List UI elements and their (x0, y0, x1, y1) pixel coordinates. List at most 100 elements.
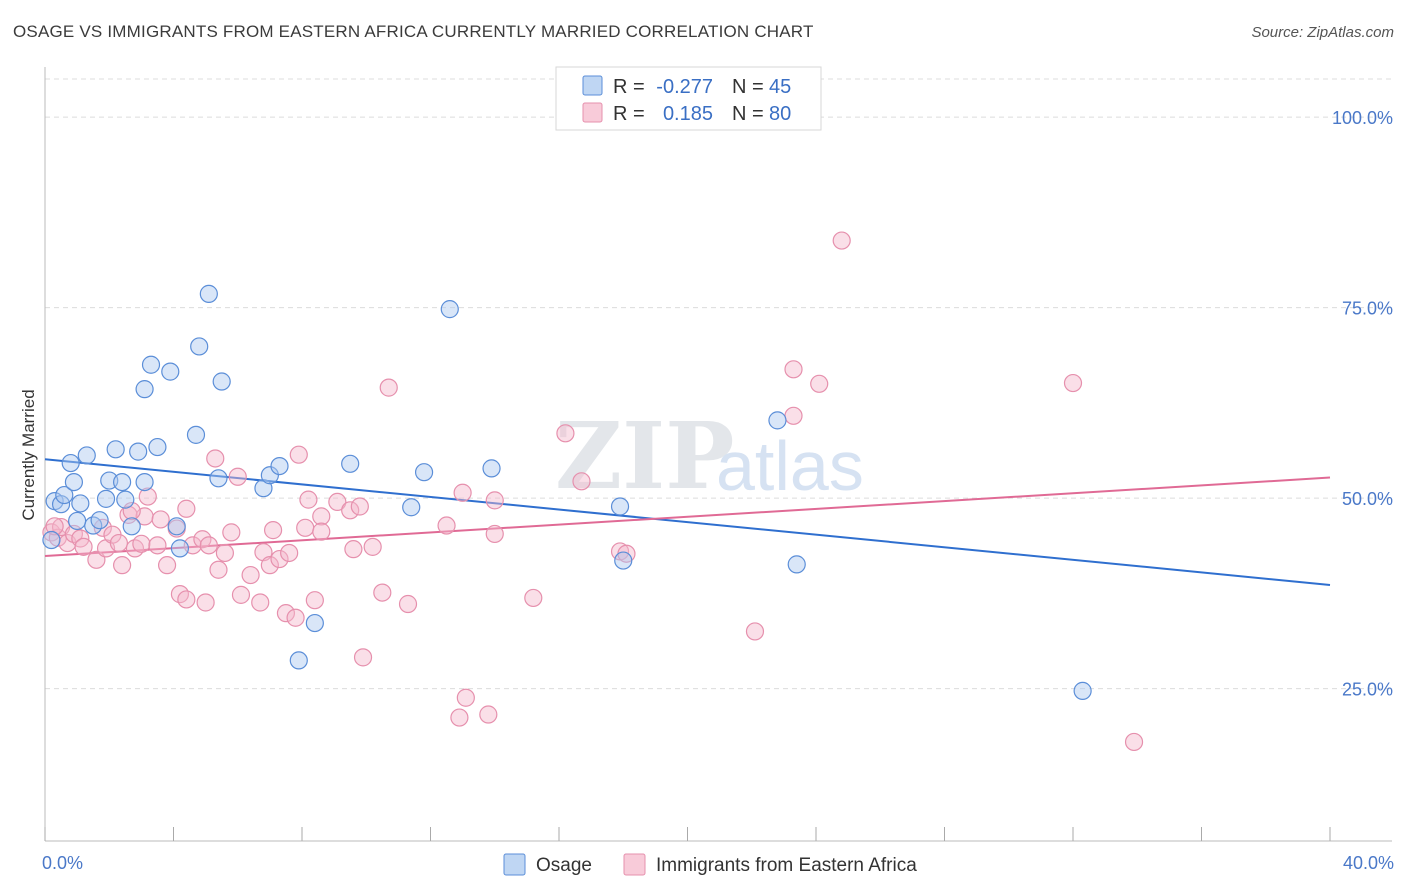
osage-point (161, 362, 180, 381)
osage-point (186, 425, 206, 444)
immigrants-point (572, 472, 591, 491)
osage-point (42, 530, 61, 550)
osage-point (260, 466, 279, 485)
immigrants-point (784, 406, 803, 425)
y-tick-label: 75.0% (1342, 299, 1393, 319)
legend-osage-n-value: 45 (769, 76, 791, 98)
immigrants-point (177, 499, 196, 518)
osage-point (414, 463, 434, 482)
osage-point (209, 469, 228, 488)
immigrants-point (74, 537, 93, 556)
legend-immigrants-label: Immigrants from Eastern Africa (656, 855, 917, 876)
x-tick-label: 40.0% (1343, 853, 1394, 873)
immigrants-point (1063, 373, 1083, 393)
immigrants-point (132, 534, 151, 553)
osage-point (402, 498, 421, 517)
immigrants-point (122, 501, 141, 521)
immigrants-point (353, 648, 373, 667)
osage-point (61, 453, 80, 473)
legend-osage-label: Osage (536, 855, 592, 876)
immigrants-point (450, 708, 469, 727)
osage-point (614, 551, 633, 570)
immigrants-point (305, 591, 324, 610)
immigrants-point (341, 501, 360, 520)
osage-point (167, 517, 186, 536)
osage-point (768, 411, 787, 430)
legend-immigrants-n-value: 80 (769, 103, 791, 125)
osage-point (71, 494, 90, 513)
chart-title: OSAGE VS IMMIGRANTS FROM EASTERN AFRICA … (13, 22, 814, 41)
legend-immigrants-marker (623, 853, 646, 876)
immigrants-point (241, 565, 260, 585)
osage-point (135, 472, 154, 492)
immigrants-point (296, 518, 315, 537)
immigrants-point (157, 556, 177, 575)
immigrants-point (479, 705, 498, 724)
osage-point (270, 456, 289, 476)
immigrants-point (209, 560, 228, 579)
immigrants-point (344, 540, 363, 559)
source-label: Source: ZipAtlas.com (1251, 24, 1394, 41)
immigrants-point (177, 590, 196, 609)
immigrants-point (524, 588, 543, 608)
immigrants-point (437, 516, 456, 535)
osage-point (68, 511, 87, 531)
immigrants-point (832, 231, 851, 250)
immigrants-point (299, 490, 318, 509)
immigrants-point (270, 549, 289, 569)
immigrants-point (148, 536, 167, 555)
immigrants-points (42, 231, 1144, 752)
osage-point (610, 497, 630, 516)
immigrants-point (286, 608, 305, 627)
immigrants-point (745, 622, 765, 641)
legend-osage-r-label: R = (613, 76, 645, 98)
osage-point (55, 485, 74, 505)
osage-point (190, 337, 209, 356)
immigrants-point (373, 583, 392, 602)
immigrants-point (398, 594, 418, 614)
immigrants-point (45, 517, 64, 536)
osage-point (129, 442, 148, 461)
immigrants-point (312, 522, 331, 541)
x-tick-label: 0.0% (42, 853, 83, 873)
immigrants-point (485, 491, 504, 510)
osage-point (148, 437, 167, 457)
osage-point (787, 555, 806, 574)
immigrants-point (485, 524, 504, 544)
legend-osage-swatch (582, 75, 603, 96)
osage-point (77, 446, 96, 465)
osage-point (289, 651, 308, 670)
osage-point (341, 454, 360, 473)
immigrants-point (151, 510, 170, 529)
immigrants-point (196, 593, 215, 612)
y-tick-label: 25.0% (1342, 680, 1393, 700)
immigrants-point (810, 374, 829, 393)
osage-point (440, 300, 459, 319)
osage-point (141, 355, 161, 374)
immigrants-point (206, 449, 225, 468)
osage-point (135, 380, 154, 399)
y-tick-label: 100.0% (1332, 108, 1393, 128)
immigrants-point (112, 556, 132, 575)
osage-point (90, 511, 109, 530)
immigrants-point (350, 497, 369, 516)
immigrants-point (1124, 732, 1144, 752)
correlation-legend: R = -0.277 N = 45 R = 0.185 N = 80 (555, 66, 822, 131)
osage-point (112, 472, 132, 492)
immigrants-point (312, 507, 331, 526)
legend-osage-r-value: -0.277 (656, 76, 713, 98)
immigrants-trend-line (44, 476, 1331, 558)
legend-osage-marker (503, 853, 526, 876)
immigrants-point (215, 543, 234, 563)
watermark-atlas: atlas (716, 427, 864, 505)
immigrants-point (280, 543, 299, 563)
immigrants-point (453, 483, 472, 502)
osage-point (96, 489, 116, 508)
immigrants-point (263, 521, 283, 540)
immigrants-point (363, 537, 382, 556)
legend-immigrants-n-label: N = (732, 103, 764, 125)
legend-osage-n-label: N = (732, 76, 764, 98)
y-axis-label: Currently Married (19, 389, 38, 520)
osage-point (64, 472, 84, 492)
